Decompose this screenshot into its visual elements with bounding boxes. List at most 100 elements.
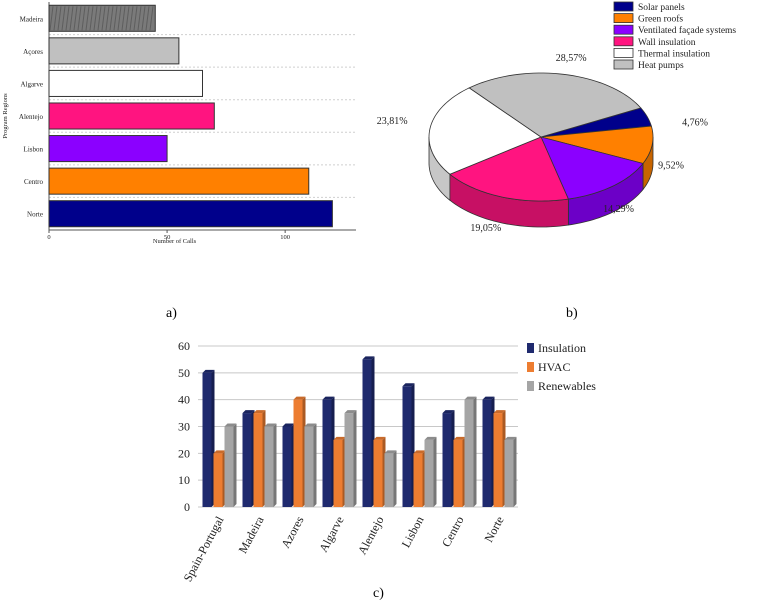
b-pie-slice [449,136,569,202]
c-y-tick-label: 20 [178,446,190,460]
a-bar-hatch [97,6,102,31]
b-legend-label: Wall insulation [638,38,696,48]
c-bar-side [393,450,397,507]
a-bar-hatch [137,6,142,31]
a-category-label: Alentejo [19,113,44,121]
c-bar-top [304,423,317,427]
a-bar-hatch [121,6,126,31]
a-bar [48,102,215,130]
a-bar-hatch [49,6,54,31]
c-bar-top [333,436,346,440]
b-pie-slice [428,87,542,175]
c-bar [402,386,412,507]
a-bar-hatch [105,6,110,31]
c-bar [442,413,452,507]
c-bar-top [202,369,215,373]
a-bar-hatch [113,6,118,31]
c-bar-side [353,410,357,507]
c-bar-top [344,410,357,414]
a-bar-hatch [53,6,58,31]
c-bar-top [213,450,226,454]
c-bar-top [322,396,335,400]
c-bar-top [482,396,495,400]
a-x-tick-label: 50 [164,234,171,241]
c-legend-swatch [527,381,534,391]
panel-c-label: c) [373,586,384,601]
c-bar-top [264,423,277,427]
c-bar [362,359,372,507]
b-legend-swatch [613,59,634,70]
c-bar [464,399,474,507]
c-bar-top [282,423,295,427]
a-bar-hatch [101,6,106,31]
a-bar-hatch [109,6,114,31]
c-category-label: Norte [481,514,506,545]
c-bar-side [433,436,437,507]
c-bar-top [362,356,375,360]
c-category-label: Centro [439,514,467,549]
a-bar-hatch [149,6,154,31]
c-bar-top [453,436,466,440]
a-bar [48,135,168,163]
c-bar [344,413,354,507]
c-bar [482,399,492,507]
c-bar [253,413,263,507]
c-bar [384,453,394,507]
c-category-label: Madeira [236,513,267,555]
c-bar-top [293,396,306,400]
c-category-label: Azores [278,514,306,551]
c-bar [242,413,252,507]
c-category-label: Alentejo [355,514,387,557]
c-bar [333,439,343,507]
c-bar [493,413,503,507]
c-bar-top [424,436,437,440]
c-bar-side [513,436,517,507]
c-bar-top [413,450,426,454]
c-bar [282,426,292,507]
c-bar [304,426,314,507]
a-bar-hatch [141,6,146,31]
c-bar-top [224,423,237,427]
a-category-label: Lisbon [24,146,44,154]
panel-a-label: a) [166,306,177,321]
a-category-label: Norte [27,211,43,219]
c-bar-top [253,410,266,414]
b-legend-swatch [613,1,634,12]
b-legend-label: Solar panels [638,3,685,13]
c-bar [424,439,434,507]
b-legend-label: Heat pumps [638,61,684,71]
c-bar [504,439,514,507]
c-bar-top [442,410,455,414]
a-bar-hatch [77,6,82,31]
a-bar-hatch [133,6,138,31]
c-bar [413,453,423,507]
c-bar [322,399,332,507]
c-bar-side [473,396,477,507]
c-category-label: Algarve [316,514,347,555]
a-y-axis-title: Program Regions [2,93,9,139]
b-value-label: 9,52% [658,160,684,171]
a-bar-hatch [57,6,62,31]
c-bar [213,453,223,507]
a-x-axis-title: Number of Calls [153,238,197,245]
a-bar-hatch [61,6,66,31]
b-legend-swatch [613,36,634,47]
b-legend-label: Green roofs [638,14,683,25]
a-x-tick-label: 100 [280,234,290,241]
a-bar-hatch [85,6,90,31]
a-bar-hatch [145,6,150,31]
a-bar-hatch [69,6,74,31]
c-bar [224,426,234,507]
c-y-tick-label: 10 [178,473,190,487]
a-bar-hatch [89,6,94,31]
c-legend-label: Renewables [538,379,596,393]
a-bar [48,167,310,195]
a-bar-hatch [73,6,78,31]
c-bar-top [373,436,386,440]
a-bar-hatch [65,6,70,31]
a-bar [48,69,203,97]
a-bar [48,37,180,65]
a-x-tick-label: 0 [47,234,50,241]
c-bar-side [313,423,317,507]
